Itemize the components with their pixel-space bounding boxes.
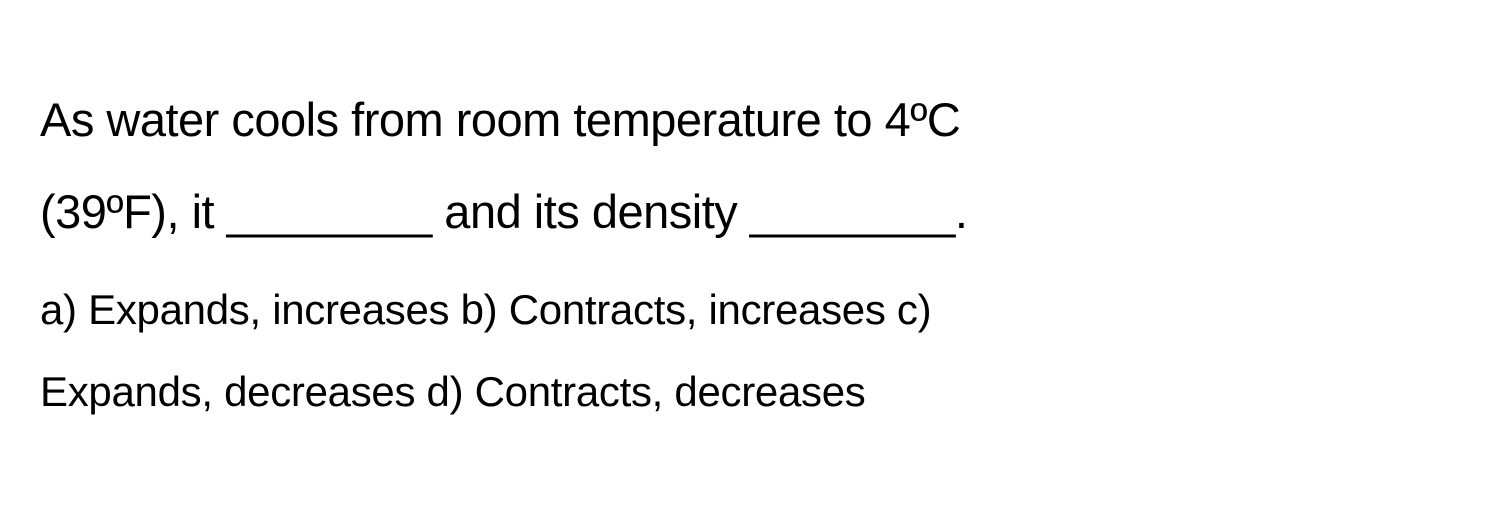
question-stem: As water cools from room temperature to … xyxy=(40,74,1460,257)
document-body: As water cools from room temperature to … xyxy=(0,0,1500,512)
options-line-2: Expands, decreases d) Contracts, decreas… xyxy=(40,368,866,415)
options-line-1: a) Expands, increases b) Contracts, incr… xyxy=(40,286,931,333)
question-line-2: (39ºF), it ________ and its density ____… xyxy=(40,185,967,238)
question-line-1: As water cools from room temperature to … xyxy=(40,93,960,146)
answer-options: a) Expands, increases b) Contracts, incr… xyxy=(40,269,1460,433)
